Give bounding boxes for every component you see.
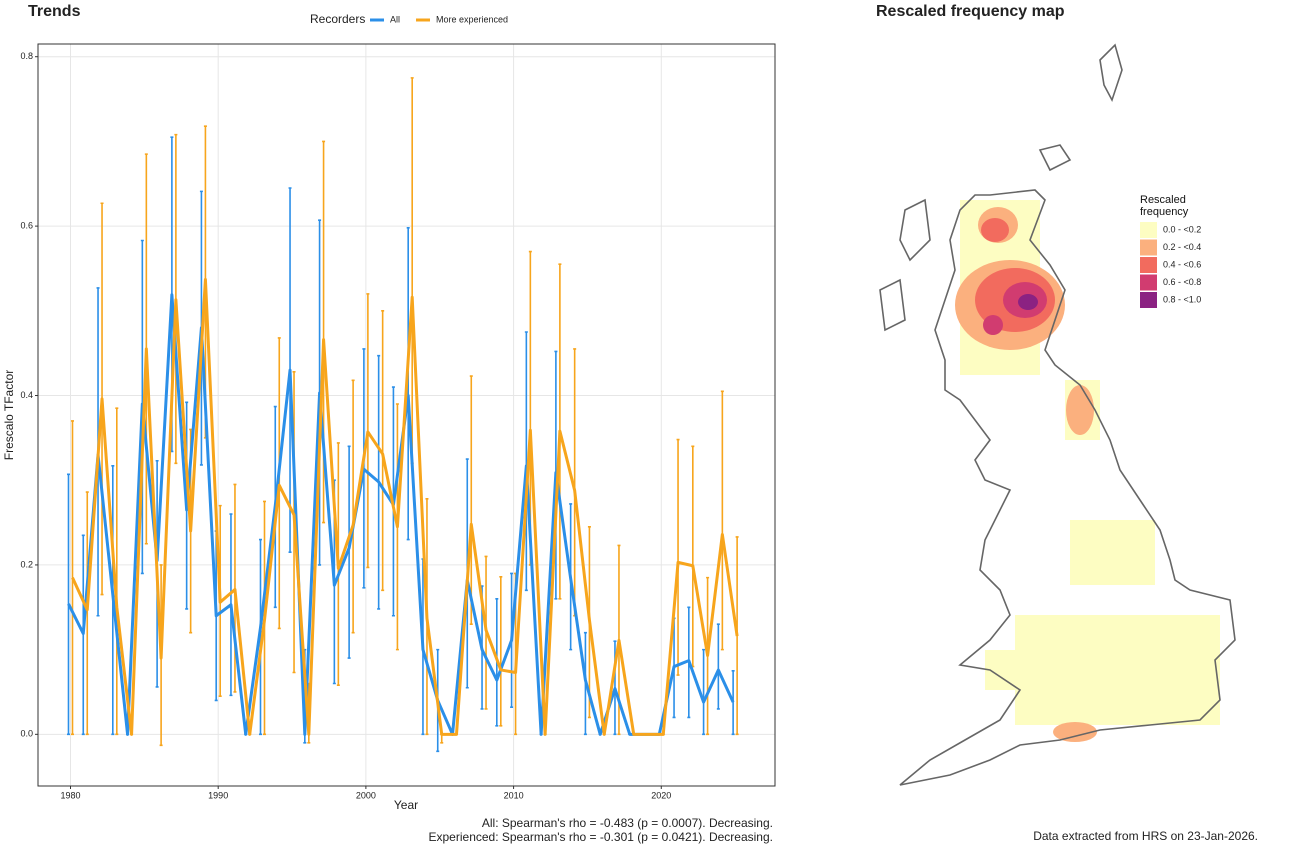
error-bar xyxy=(716,623,720,710)
error-bar xyxy=(85,491,89,736)
error-bar xyxy=(691,445,695,668)
error-bar xyxy=(70,420,74,736)
cell xyxy=(985,650,1025,690)
y-axis-label: Frescalo TFactor xyxy=(2,370,16,460)
map-title: Rescaled frequency map xyxy=(876,3,1065,20)
x-tick-label: 1990 xyxy=(208,790,228,800)
error-bar xyxy=(499,575,503,727)
cell xyxy=(1018,294,1038,310)
x-tick-label: 2000 xyxy=(356,790,376,800)
series-line xyxy=(71,277,739,736)
error-bar xyxy=(731,670,735,736)
frequency-cells xyxy=(955,200,1220,742)
annotation: Experienced: Spearman's rho = -0.301 (p … xyxy=(429,830,774,844)
caption: Data extracted from HRS on 23-Jan-2026. xyxy=(1033,829,1258,843)
cell xyxy=(981,218,1009,242)
series-line xyxy=(67,293,735,736)
legend-swatch xyxy=(1140,257,1157,273)
cell xyxy=(1066,385,1094,435)
error-bar xyxy=(406,227,410,541)
legend-swatch xyxy=(1140,292,1157,308)
annotation: All: Spearman's rho = -0.483 (p = 0.0007… xyxy=(482,816,773,830)
legend-label: More experienced xyxy=(436,14,508,24)
x-tick-label: 2010 xyxy=(504,790,524,800)
legend-label: 0.2 - <0.4 xyxy=(1163,242,1201,252)
cell xyxy=(983,315,1003,335)
plot-border xyxy=(37,43,776,787)
cell xyxy=(1070,520,1155,585)
legend-label: All xyxy=(390,14,400,24)
chart-title: Trends xyxy=(28,3,81,20)
y-tick-label: 0.2 xyxy=(20,559,33,569)
legend-swatch xyxy=(1140,239,1157,256)
error-bar xyxy=(524,331,528,592)
error-bar xyxy=(347,445,351,659)
map-legend-title: Rescaled frequency xyxy=(1140,194,1189,218)
error-bar xyxy=(115,407,119,736)
error-bar xyxy=(351,379,355,634)
x-tick-label: 2020 xyxy=(651,790,671,800)
map xyxy=(879,43,1236,786)
y-tick-label: 0.4 xyxy=(20,390,33,400)
legend-swatch xyxy=(1140,274,1157,291)
cell xyxy=(1015,615,1220,725)
error-bar xyxy=(410,77,414,465)
error-bar xyxy=(720,390,724,651)
x-axis-label: Year xyxy=(394,798,418,812)
error-bar xyxy=(676,438,680,676)
y-tick-label: 0.6 xyxy=(20,220,33,230)
y-tick-label: 0.0 xyxy=(20,729,33,739)
cell xyxy=(1053,722,1097,742)
coastline xyxy=(879,43,1236,786)
x-tick-label: 1980 xyxy=(60,790,80,800)
legend-title: Recorders xyxy=(310,12,365,26)
legend-label: 0.6 - <0.8 xyxy=(1163,277,1201,287)
legend-swatch xyxy=(1140,222,1157,238)
y-tick-label: 0.8 xyxy=(20,51,33,61)
error-bar xyxy=(381,310,385,592)
error-bar xyxy=(277,337,281,630)
legend-label: 0.4 - <0.6 xyxy=(1163,259,1201,269)
legend-label: 0.8 - <1.0 xyxy=(1163,294,1201,304)
error-bar xyxy=(469,375,473,626)
error-bar xyxy=(702,648,706,736)
legend-label: 0.0 - <0.2 xyxy=(1163,224,1201,234)
